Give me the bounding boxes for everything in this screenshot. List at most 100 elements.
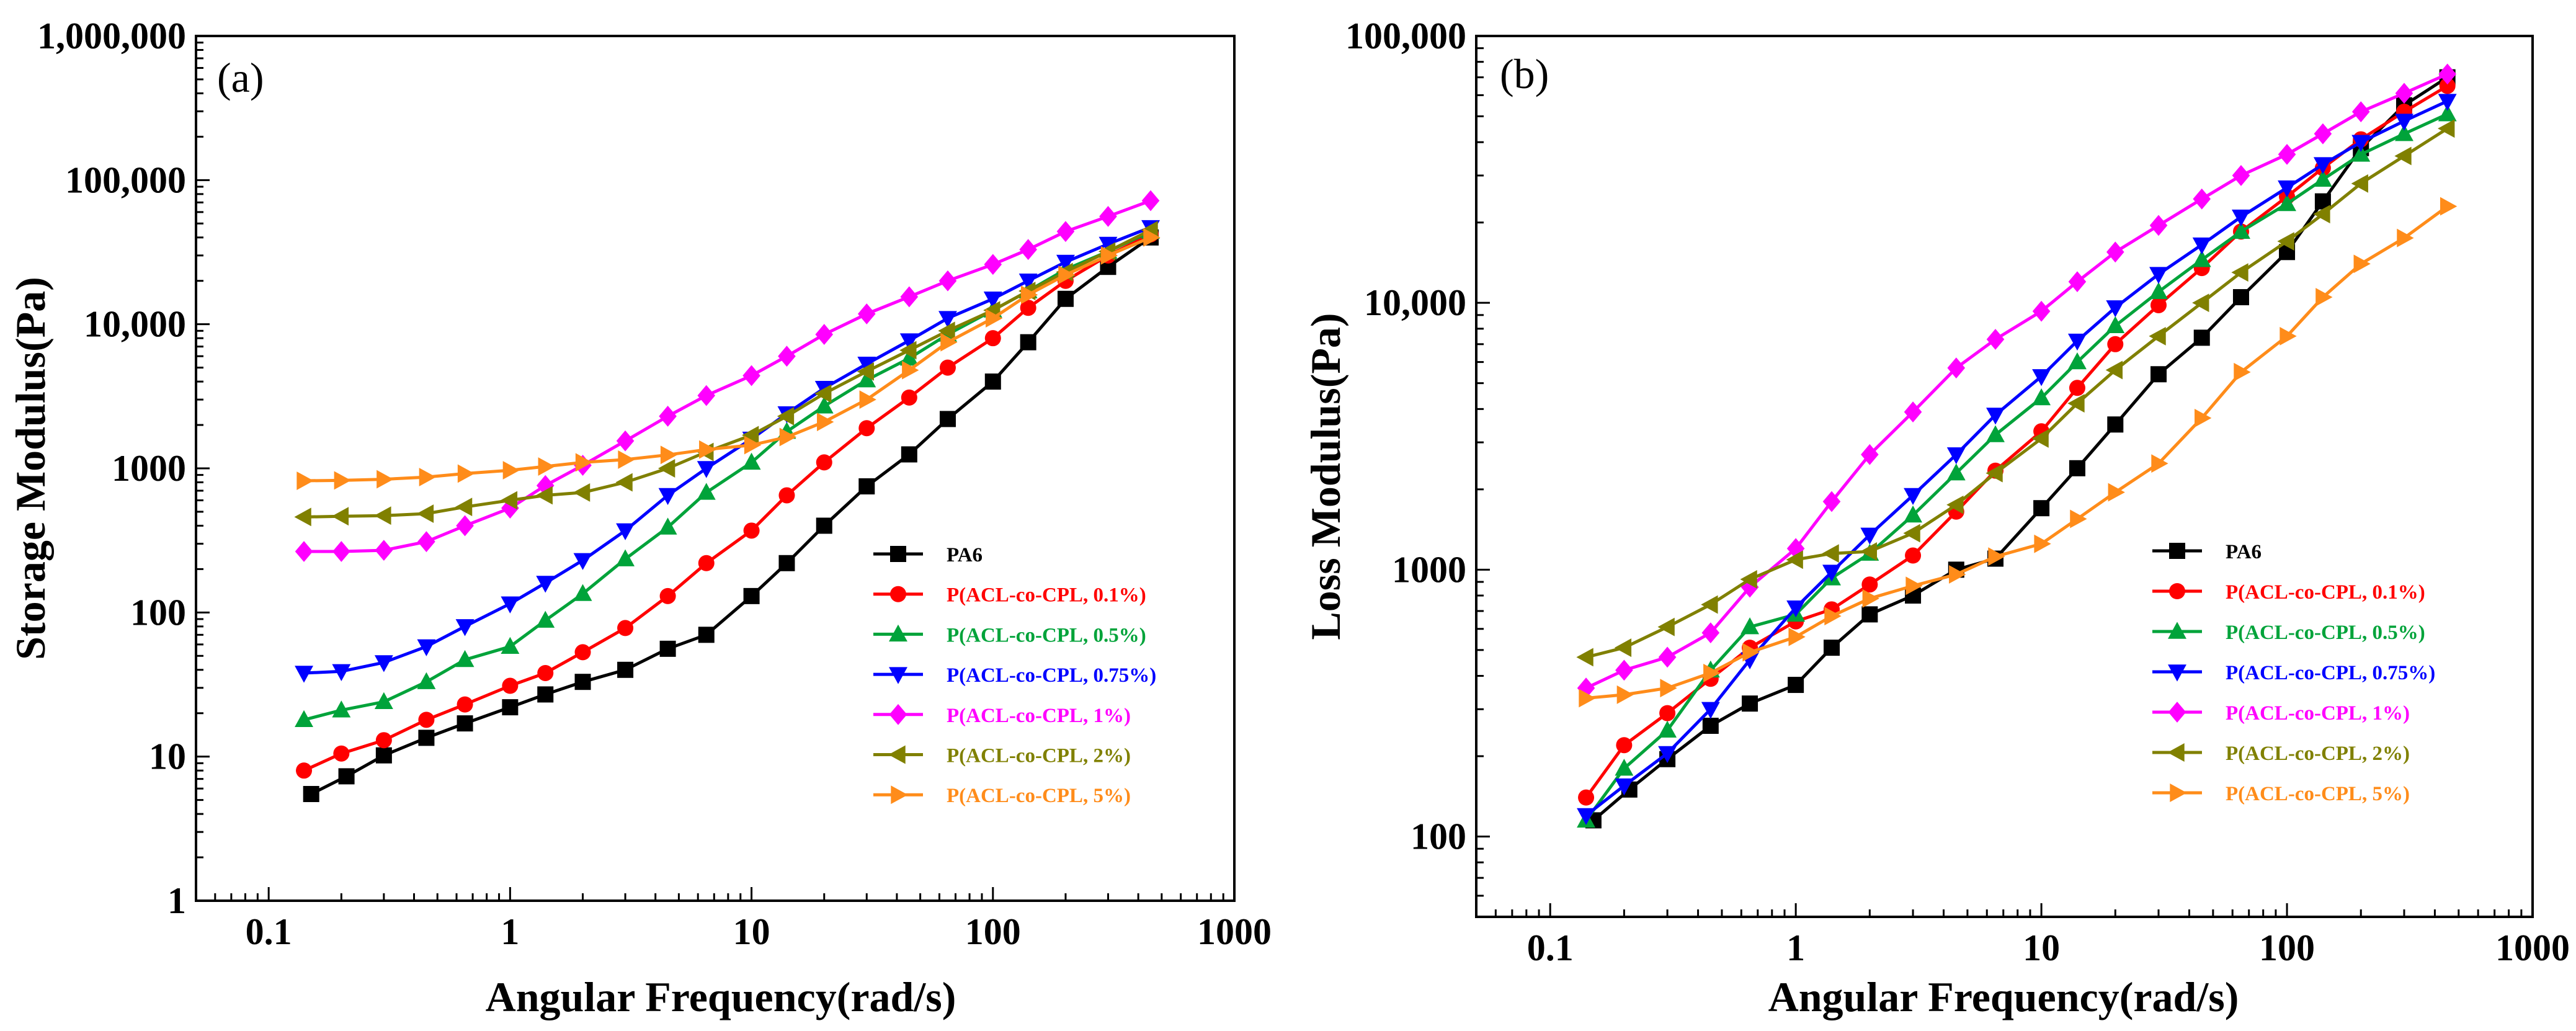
legend-entry: P(ACL-co-CPL, 0.5%) xyxy=(2152,622,2425,644)
data-point xyxy=(2068,352,2087,370)
data-point xyxy=(1947,357,1966,379)
data-point xyxy=(939,359,956,376)
data-point xyxy=(2313,205,2330,224)
data-point xyxy=(857,303,876,324)
data-point xyxy=(375,747,392,764)
data-point xyxy=(899,333,919,350)
data-point xyxy=(741,426,759,445)
series-6 xyxy=(296,228,1161,490)
data-point xyxy=(573,584,592,601)
x-tick-label: 1000 xyxy=(2495,927,2570,968)
data-point xyxy=(2277,232,2294,251)
data-point xyxy=(501,636,520,654)
data-point xyxy=(2278,180,2296,198)
y-tick-label: 1000 xyxy=(112,448,186,489)
data-point xyxy=(1946,495,1964,514)
data-point xyxy=(1742,643,1760,662)
legend-label: P(ACL-co-CPL, 0.5%) xyxy=(2226,622,2425,644)
legend-entry: P(ACL-co-CPL, 0.1%) xyxy=(2152,581,2425,604)
series-5 xyxy=(1576,119,2455,667)
data-point xyxy=(1986,408,2005,425)
data-point xyxy=(902,360,919,380)
data-point xyxy=(984,254,1002,275)
data-point xyxy=(2438,119,2455,138)
data-point xyxy=(2068,333,2087,351)
data-point xyxy=(815,324,834,345)
data-point xyxy=(374,692,393,710)
data-point xyxy=(1058,266,1076,285)
data-point xyxy=(938,311,957,328)
series-0 xyxy=(303,229,1159,802)
data-point xyxy=(1616,737,1633,754)
legend-label: PA6 xyxy=(947,544,983,566)
data-point xyxy=(295,541,313,562)
data-point xyxy=(900,286,919,308)
data-point xyxy=(697,483,716,500)
data-point xyxy=(2106,316,2125,333)
data-point xyxy=(1616,685,1634,704)
legend-label: P(ACL-co-CPL, 1%) xyxy=(947,705,1131,727)
data-point xyxy=(457,464,475,483)
data-point xyxy=(816,517,832,534)
series-line xyxy=(310,236,1152,796)
legend-entry: P(ACL-co-CPL, 5%) xyxy=(2152,783,2410,805)
data-point xyxy=(2232,221,2250,239)
data-point xyxy=(1742,695,1758,712)
series-6 xyxy=(1579,197,2458,708)
data-point xyxy=(939,411,956,427)
x-axis-title: Angular Frequency(rad/s) xyxy=(486,973,956,1020)
data-point xyxy=(1786,600,1806,618)
legend-marker xyxy=(2168,622,2186,639)
data-point xyxy=(777,407,795,426)
y-tick-label: 100,000 xyxy=(65,159,186,200)
data-point xyxy=(374,655,393,672)
data-point xyxy=(984,330,1001,347)
legend-label: P(ACL-co-CPL, 0.1%) xyxy=(947,584,1146,607)
data-point xyxy=(2314,123,2332,145)
data-point xyxy=(814,396,834,414)
y-tick-label: 1 xyxy=(167,880,186,921)
data-point xyxy=(1658,746,1677,763)
data-point xyxy=(457,715,473,732)
data-point xyxy=(1099,236,1118,254)
data-point xyxy=(1985,463,2003,483)
data-point xyxy=(899,349,919,366)
data-point xyxy=(331,507,349,526)
data-point xyxy=(2149,215,2168,236)
data-point xyxy=(2032,388,2051,406)
data-point xyxy=(1788,627,1806,646)
data-point xyxy=(2440,197,2458,216)
legend-label: P(ACL-co-CPL, 0.5%) xyxy=(947,624,1146,646)
data-point xyxy=(1615,659,1633,681)
data-point xyxy=(2031,429,2049,448)
data-point xyxy=(659,640,676,657)
data-point xyxy=(1658,720,1677,738)
legend-entry: P(ACL-co-CPL, 2%) xyxy=(2152,743,2410,765)
data-point xyxy=(658,488,677,506)
data-point xyxy=(536,576,555,593)
y-axis-title: Storage Modulus(Pa) xyxy=(7,277,54,660)
legend-marker xyxy=(890,586,906,602)
data-point xyxy=(658,459,675,478)
data-point xyxy=(1099,205,1117,227)
y-tick-label: 10,000 xyxy=(1364,282,1466,323)
data-point xyxy=(901,389,917,406)
data-point xyxy=(1860,542,1878,561)
data-point xyxy=(1860,527,1879,545)
legend-entry: P(ACL-co-CPL, 0.75%) xyxy=(873,664,1156,687)
data-point xyxy=(1905,576,1923,596)
data-point xyxy=(377,470,394,489)
data-point xyxy=(296,762,313,779)
data-point xyxy=(375,540,393,561)
data-point xyxy=(1019,239,1037,261)
x-tick-label: 100 xyxy=(2259,927,2315,968)
data-point xyxy=(418,730,435,746)
data-point xyxy=(574,674,591,690)
data-point xyxy=(1824,640,1840,656)
data-point xyxy=(1057,290,1074,307)
data-point xyxy=(659,587,676,604)
legend-label: P(ACL-co-CPL, 2%) xyxy=(947,745,1131,767)
data-point xyxy=(375,732,392,749)
data-point xyxy=(573,553,592,570)
data-point xyxy=(535,486,553,505)
